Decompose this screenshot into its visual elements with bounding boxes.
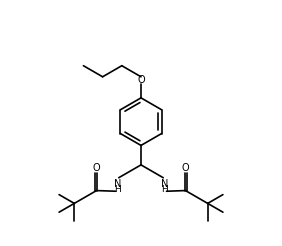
Text: H: H xyxy=(161,185,168,194)
Text: N: N xyxy=(161,179,168,189)
Text: N: N xyxy=(114,179,121,189)
Text: O: O xyxy=(182,163,189,173)
Text: O: O xyxy=(137,75,145,85)
Text: O: O xyxy=(93,163,100,173)
Text: H: H xyxy=(114,185,121,194)
